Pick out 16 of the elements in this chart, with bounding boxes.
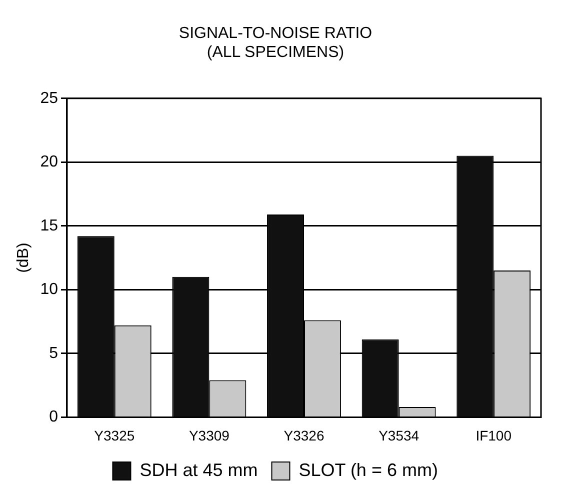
- x-tick-label: Y3309: [188, 427, 230, 444]
- y-tick-label: 10: [40, 281, 58, 298]
- legend-label: SDH at 45 mm: [140, 460, 258, 480]
- y-tick-label: 15: [40, 217, 58, 234]
- chart-subtitle: (ALL SPECIMENS): [206, 44, 344, 62]
- y-axis-title: (dB): [15, 242, 32, 273]
- x-tick-label: Y3534: [378, 427, 420, 444]
- y-tick-label: 0: [49, 408, 58, 426]
- y-tick-label: 5: [49, 344, 58, 362]
- y-tick-label: 25: [40, 90, 58, 107]
- x-tick-label: Y3325: [94, 427, 135, 444]
- legend-label: SLOT (h = 6 mm): [298, 460, 438, 480]
- chart-title: SIGNAL-TO-NOISE RATIO: [178, 25, 372, 42]
- y-tick-label: 20: [40, 154, 58, 171]
- x-tick-label: IF100: [476, 427, 512, 444]
- x-tick-label: Y3326: [284, 427, 324, 444]
